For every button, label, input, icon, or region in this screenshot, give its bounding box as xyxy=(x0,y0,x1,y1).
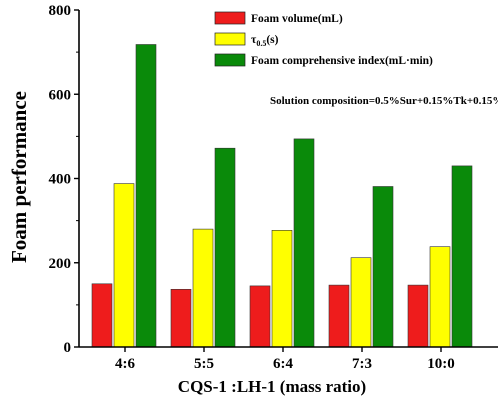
y-tick-label: 600 xyxy=(49,87,72,103)
legend-label-tau-main: τ xyxy=(251,34,257,46)
bar-comprehensive-index-1 xyxy=(214,147,236,348)
legend-swatch-tau xyxy=(214,32,246,46)
legend-label-comprehensive-index: Foam comprehensive index(mL·min) xyxy=(251,55,433,67)
x-tick-label: 10:0 xyxy=(427,356,455,372)
bar-foam-volume-2 xyxy=(249,285,271,348)
y-axis-title: Foam performance xyxy=(7,91,31,263)
x-tick-label: 4:6 xyxy=(115,356,135,372)
y-tick-label: 200 xyxy=(49,256,72,272)
bar-tau-1 xyxy=(192,228,214,348)
legend-label-tau-suffix: (s) xyxy=(266,34,278,46)
legend-label-tau: τ0.5(s) xyxy=(251,34,279,48)
bar-foam-volume-4 xyxy=(407,284,429,348)
axes xyxy=(74,9,498,352)
bar-group xyxy=(91,44,473,348)
legend-swatch-foam-volume xyxy=(214,11,246,25)
legend-label-foam-volume: Foam volume(mL) xyxy=(251,13,343,25)
bar-tau-3 xyxy=(350,257,372,348)
y-tick-label: 800 xyxy=(49,3,72,19)
y-tick-label: 0 xyxy=(64,340,72,356)
solution-composition-annotation: Solution composition=0.5%Sur+0.15%Tk+0.1… xyxy=(270,95,498,107)
bar-tau-4 xyxy=(429,246,451,348)
bar-comprehensive-index-0 xyxy=(135,44,157,348)
legend-swatch-comprehensive-index xyxy=(214,53,246,67)
legend-label-tau-sub: 0.5 xyxy=(256,39,266,48)
bar-foam-volume-3 xyxy=(328,284,350,348)
x-axis-title: CQS-1 :LH-1 (mass ratio) xyxy=(178,377,366,396)
bar-tau-0 xyxy=(113,183,135,348)
bar-foam-volume-0 xyxy=(91,283,113,348)
x-tick-label: 6:4 xyxy=(273,356,293,372)
x-tick-label: 7:3 xyxy=(352,356,372,372)
bar-comprehensive-index-4 xyxy=(451,165,473,348)
x-tick-label: 5:5 xyxy=(194,356,214,372)
bar-tau-2 xyxy=(271,230,293,348)
y-tick-labels: 0 200 400 600 800 xyxy=(49,3,72,356)
bar-foam-volume-1 xyxy=(170,288,192,348)
x-tick-labels: 4:6 5:5 6:4 7:3 10:0 xyxy=(115,356,455,372)
bar-comprehensive-index-2 xyxy=(293,138,315,348)
legend: Foam volume(mL) τ0.5(s) Foam comprehensi… xyxy=(214,11,433,67)
y-tick-label: 400 xyxy=(49,172,72,188)
bar-comprehensive-index-3 xyxy=(372,186,394,348)
